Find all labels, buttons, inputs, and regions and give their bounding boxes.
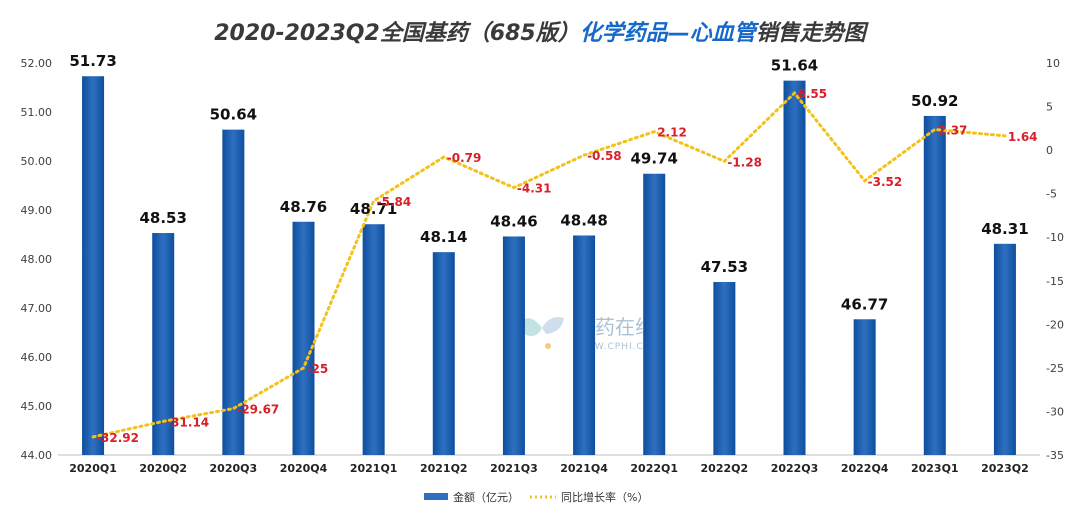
bar-value-label: 50.92 — [911, 92, 958, 110]
growth-value-label: -0.79 — [447, 151, 482, 165]
bar — [854, 319, 876, 455]
x-category-label: 2021Q2 — [420, 462, 468, 475]
legend: 金额（亿元） 同比增长率（%） — [424, 490, 648, 504]
bar-value-label: 48.76 — [280, 198, 327, 216]
bar — [82, 76, 104, 455]
y-left-tick: 47.00 — [21, 302, 53, 315]
y-right-tick: -35 — [1046, 449, 1064, 462]
y-left-tick: 49.00 — [21, 204, 53, 217]
bar-value-label: 48.31 — [981, 220, 1028, 238]
bar — [293, 222, 315, 455]
y-right-tick: -25 — [1046, 362, 1064, 375]
bar — [643, 174, 665, 455]
bar-value-label: 50.64 — [210, 106, 257, 124]
y-left-tick: 45.00 — [21, 400, 53, 413]
y-left-tick: 44.00 — [21, 449, 53, 462]
axes: 44.00 45.00 46.00 47.00 48.00 49.00 50.00 51.00… — [21, 57, 1064, 475]
y-right-tick: -30 — [1046, 405, 1064, 418]
bar — [924, 116, 946, 455]
growth-value-label: 2.37 — [938, 123, 968, 137]
legend-line-label: 同比增长率（%） — [561, 490, 648, 504]
y-right-tick: 0 — [1046, 144, 1053, 157]
y-right-tick: 10 — [1046, 57, 1060, 70]
x-category-label: 2020Q1 — [69, 462, 117, 475]
x-category-label: 2020Q4 — [280, 462, 328, 475]
growth-value-label: 1.64 — [1008, 130, 1038, 144]
y-left-tick: 46.00 — [21, 351, 53, 364]
bar — [503, 236, 525, 455]
bar — [433, 252, 455, 455]
growth-value-label: 2.12 — [657, 126, 687, 140]
y-left-tick: 52.00 — [21, 57, 53, 70]
x-category-label: 2023Q2 — [981, 462, 1029, 475]
bar-series — [82, 76, 1016, 455]
bar-value-label: 48.14 — [420, 228, 467, 246]
bar — [363, 224, 385, 455]
legend-bar-label: 金额（亿元） — [453, 490, 519, 504]
growth-value-label: -32.92 — [96, 431, 139, 445]
growth-value-label: -1.28 — [727, 155, 762, 169]
y-right-tick: -15 — [1046, 275, 1064, 288]
growth-value-label: -4.31 — [517, 182, 552, 196]
y-right-tick: 5 — [1046, 101, 1053, 114]
legend-bar-swatch — [424, 493, 448, 500]
x-category-label: 2022Q4 — [841, 462, 889, 475]
x-category-label: 2020Q2 — [139, 462, 187, 475]
x-category-label: 2022Q1 — [630, 462, 678, 475]
x-category-label: 2022Q2 — [701, 462, 749, 475]
chart-title: 2020-2023Q2全国基药（685版）化学药品—心血管销售走势图 — [214, 20, 870, 46]
y-left-tick: 51.00 — [21, 106, 53, 119]
bar-value-label: 49.74 — [630, 150, 677, 168]
growth-value-label: -31.14 — [166, 415, 209, 429]
y-left-tick: 50.00 — [21, 155, 53, 168]
y-left-tick: 48.00 — [21, 253, 53, 266]
y-right-tick: -10 — [1046, 231, 1064, 244]
growth-value-label: -3.52 — [868, 175, 903, 189]
bar — [573, 235, 595, 455]
bar-value-label: 48.48 — [560, 211, 607, 229]
bar-value-label: 51.73 — [69, 52, 116, 70]
x-category-label: 2022Q3 — [771, 462, 819, 475]
bar-value-label: 46.77 — [841, 295, 888, 313]
growth-value-label: 6.55 — [798, 87, 828, 101]
bar — [784, 81, 806, 455]
growth-value-label: -5.84 — [377, 195, 412, 209]
x-category-label: 2021Q4 — [560, 462, 608, 475]
x-category-label: 2021Q1 — [350, 462, 398, 475]
growth-value-label: -0.58 — [587, 149, 622, 163]
x-category-label: 2023Q1 — [911, 462, 959, 475]
bar-value-label: 48.46 — [490, 212, 537, 230]
bar — [994, 244, 1016, 455]
chart-title-part2: 化学药品—心血管 — [580, 20, 760, 46]
bar-value-label: 51.64 — [771, 57, 818, 75]
bar — [713, 282, 735, 455]
chart-title-part1: 2020-2023Q2全国基药（685版） — [214, 20, 580, 46]
watermark-logo-icon — [522, 317, 564, 349]
x-category-label: 2021Q3 — [490, 462, 538, 475]
growth-value-label: -25 — [307, 362, 329, 376]
growth-value-label: -29.67 — [236, 403, 279, 417]
x-category-label: 2020Q3 — [210, 462, 258, 475]
bar-value-label: 48.53 — [139, 209, 186, 227]
y-right-tick: -20 — [1046, 318, 1064, 331]
y-right-tick: -5 — [1046, 188, 1057, 201]
bar-value-label: 47.53 — [701, 258, 748, 276]
chart-title-part3: 销售走势图 — [756, 20, 870, 46]
